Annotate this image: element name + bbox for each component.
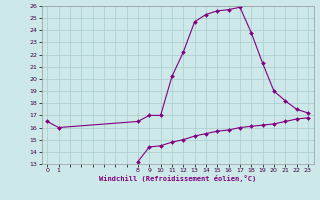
X-axis label: Windchill (Refroidissement éolien,°C): Windchill (Refroidissement éolien,°C): [99, 175, 256, 182]
